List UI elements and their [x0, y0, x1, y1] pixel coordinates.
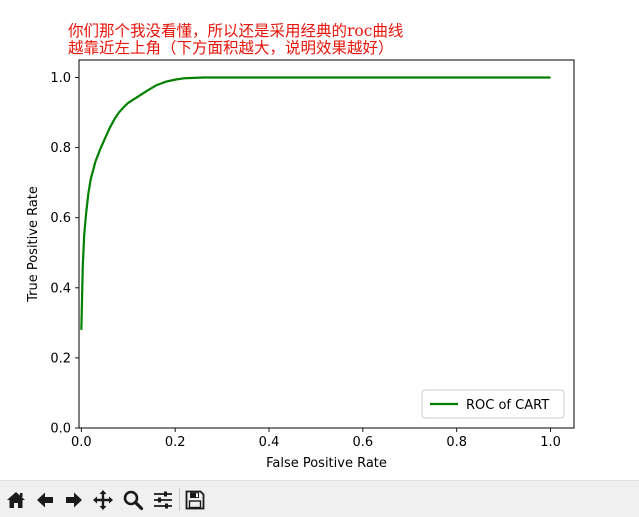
series-line-0	[80, 76, 551, 330]
navigation-toolbar	[0, 480, 639, 517]
y-tick-label: 0.2	[50, 351, 71, 366]
x-tick-label: 0.2	[165, 435, 186, 450]
home-button[interactable]	[2, 486, 30, 513]
toolbar-separator	[179, 488, 180, 511]
plot-area	[79, 60, 574, 428]
y-tick-label: 1.0	[50, 71, 71, 86]
subplots-icon	[154, 491, 172, 508]
x-tick-label: 0.6	[353, 435, 374, 450]
x-tick-label: 0.8	[446, 435, 467, 450]
legend-box	[421, 389, 565, 419]
pan-icon	[93, 489, 113, 510]
forward-arrow-icon	[66, 492, 82, 507]
back-button[interactable]	[31, 486, 59, 513]
zoom-icon	[123, 490, 144, 510]
zoom-button[interactable]	[119, 486, 147, 513]
back-arrow-icon	[37, 492, 53, 507]
y-tick-label: 0.6	[50, 211, 71, 226]
pan-button[interactable]	[89, 486, 117, 513]
axes-frame	[78, 59, 575, 429]
y-tick-label: 0.0	[50, 422, 71, 437]
x-tick-label: 1.0	[540, 435, 561, 450]
x-tick-label: 0.4	[259, 435, 280, 450]
save-icon	[185, 490, 205, 509]
legend-label: ROC of CART	[466, 398, 549, 413]
x-axis-label: False Positive Rate	[266, 456, 387, 471]
subplots-button[interactable]	[149, 486, 177, 513]
y-axis-label: True Positive Rate	[26, 186, 41, 303]
y-tick-label: 0.4	[50, 281, 71, 296]
save-button[interactable]	[181, 486, 209, 513]
x-tick-label: 0.0	[71, 435, 92, 450]
y-tick-label: 0.8	[50, 141, 71, 156]
forward-button[interactable]	[60, 486, 88, 513]
home-icon	[7, 491, 25, 508]
annotation-line-1: 你们那个我没看懂，所以还是采用经典的roc曲线	[68, 22, 404, 40]
roc-chart: 0.0 0.2 0.4 0.6 0.8 1.0 0.0 0.2 0.4 0.6 0.8 1.0 Fals…	[26, 59, 575, 471]
figure-canvas: 你们那个我没看懂，所以还是采用经典的roc曲线 越靠近左上角（下方面积越大，说明…	[26, 22, 575, 471]
annotation-line-2: 越靠近左上角（下方面积越大，说明效果越好）	[68, 39, 394, 57]
